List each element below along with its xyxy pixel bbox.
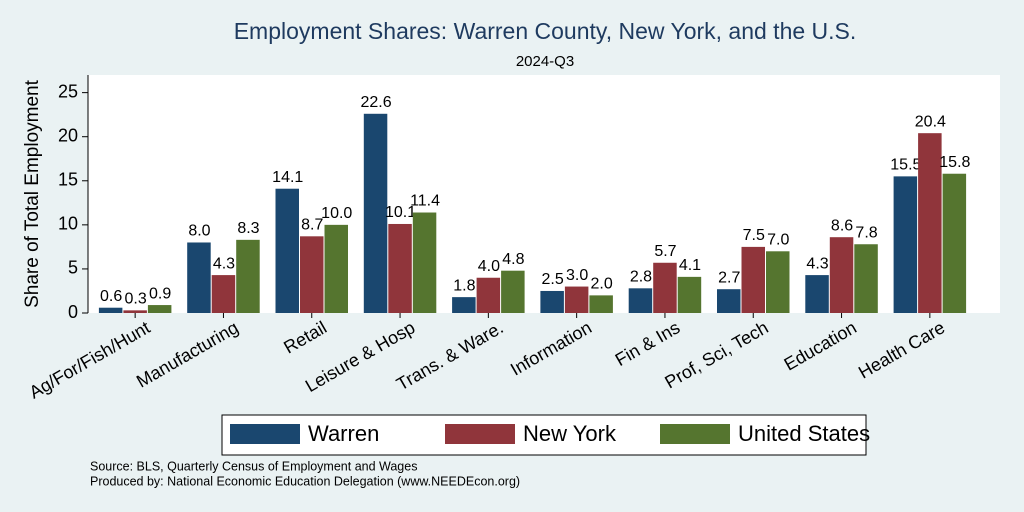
value-label: 5.7	[654, 243, 676, 260]
value-label: 3.0	[566, 267, 588, 284]
bar	[628, 288, 653, 313]
legend-label: New York	[523, 421, 617, 446]
bar	[805, 275, 829, 313]
value-label: 10.1	[385, 204, 416, 221]
value-label: 22.6	[360, 94, 391, 111]
value-label: 10.0	[321, 205, 352, 222]
value-label: 8.3	[237, 220, 259, 237]
value-label: 7.5	[743, 227, 765, 244]
bar	[324, 224, 348, 313]
bar	[476, 277, 501, 313]
legend-box	[221, 414, 867, 456]
y-tick-label: 25	[58, 81, 78, 101]
bar	[388, 223, 412, 313]
bar	[893, 176, 918, 313]
value-label: 2.8	[630, 269, 652, 286]
y-axis-label: Share of Total Employment	[22, 79, 43, 307]
value-label: 8.6	[831, 217, 853, 234]
value-label: 2.7	[718, 269, 740, 286]
bar	[236, 239, 260, 313]
legend-swatch	[660, 424, 730, 444]
value-label: 7.8	[855, 224, 877, 241]
bar	[363, 113, 388, 313]
y-tick-label: 10	[58, 214, 78, 234]
value-label: 0.3	[125, 291, 147, 308]
bar	[300, 236, 324, 313]
bar	[741, 246, 765, 313]
bar	[653, 262, 677, 313]
value-label: 4.3	[806, 255, 828, 272]
legend-swatch	[445, 424, 515, 444]
y-tick-label: 20	[58, 125, 78, 145]
bar	[589, 295, 613, 313]
y-tick-label: 5	[68, 258, 78, 278]
bar	[98, 307, 123, 313]
bar	[540, 290, 564, 313]
value-label: 14.1	[272, 169, 303, 186]
source-note: Source: BLS, Quarterly Census of Employm…	[90, 459, 417, 473]
bar	[275, 188, 299, 313]
value-label: 20.4	[915, 113, 946, 130]
value-label: 15.5	[890, 157, 921, 174]
bar	[501, 270, 525, 313]
bar	[187, 242, 211, 313]
legend-swatch	[230, 424, 300, 444]
bar	[564, 286, 589, 313]
value-label: 4.8	[502, 251, 524, 268]
bar	[677, 276, 702, 313]
bar	[412, 212, 437, 313]
value-label: 2.0	[591, 276, 613, 293]
chart-subtitle: 2024-Q3	[516, 53, 574, 70]
y-tick-label: 15	[58, 170, 78, 190]
bar	[854, 244, 878, 313]
bar	[147, 305, 172, 313]
chart-title: Employment Shares: Warren County, New Yo…	[234, 18, 857, 44]
value-label: 0.9	[149, 285, 171, 302]
value-label: 8.0	[188, 223, 210, 240]
value-label: 4.1	[679, 257, 701, 274]
value-label: 0.6	[100, 288, 122, 305]
value-label: 2.5	[542, 271, 564, 288]
y-tick-label: 0	[68, 302, 78, 322]
value-label: 8.7	[301, 217, 323, 234]
value-label: 4.3	[213, 255, 235, 272]
bar	[918, 133, 942, 313]
bar	[717, 289, 741, 313]
value-label: 1.8	[453, 277, 475, 294]
legend-label: United States	[738, 421, 870, 446]
bar	[211, 275, 236, 313]
producer-note: Produced by: National Economic Education…	[90, 474, 520, 488]
bar	[766, 251, 790, 313]
value-label: 15.8	[939, 154, 970, 171]
value-label: 7.0	[767, 232, 789, 249]
bar	[829, 237, 854, 313]
legend-label: Warren	[308, 421, 379, 446]
value-label: 11.4	[410, 193, 440, 210]
bar	[123, 310, 147, 313]
bar	[942, 173, 967, 313]
value-label: 4.0	[478, 258, 500, 275]
bar	[452, 297, 476, 313]
